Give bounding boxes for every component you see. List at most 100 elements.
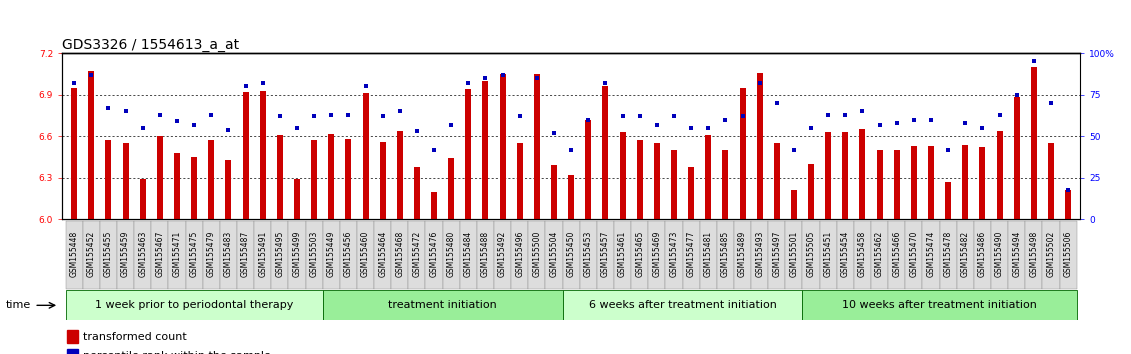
FancyBboxPatch shape (665, 221, 682, 289)
Text: GSM155492: GSM155492 (498, 230, 507, 276)
FancyBboxPatch shape (100, 221, 116, 289)
Bar (380, 142, 386, 219)
Point (1008, 92, 1026, 97)
Bar (328, 133, 335, 219)
Text: 1 week prior to periodontal therapy: 1 week prior to periodontal therapy (95, 300, 293, 310)
Text: treatment initiation: treatment initiation (388, 300, 497, 310)
FancyBboxPatch shape (271, 221, 288, 289)
Text: GDS3326 / 1554613_a_at: GDS3326 / 1554613_a_at (62, 38, 240, 52)
Text: GSM155506: GSM155506 (1063, 230, 1072, 277)
Bar (277, 135, 283, 219)
FancyBboxPatch shape (357, 221, 374, 289)
Text: GSM155505: GSM155505 (806, 230, 815, 277)
Text: GSM155491: GSM155491 (258, 230, 267, 276)
Point (202, 112, 221, 118)
Point (322, 112, 340, 118)
Text: GSM155462: GSM155462 (875, 230, 884, 276)
Text: GSM155504: GSM155504 (550, 230, 559, 277)
Bar (877, 150, 882, 219)
Point (116, 109, 135, 114)
FancyBboxPatch shape (717, 221, 734, 289)
FancyBboxPatch shape (562, 221, 580, 289)
Point (854, 109, 872, 114)
Point (339, 112, 357, 118)
Bar (500, 74, 506, 219)
Bar (397, 131, 403, 219)
Bar (1030, 67, 1037, 219)
Point (425, 147, 443, 153)
Point (390, 109, 408, 114)
Text: GSM155470: GSM155470 (909, 230, 918, 277)
FancyBboxPatch shape (820, 221, 837, 289)
Text: GSM155489: GSM155489 (739, 230, 746, 276)
Text: transformed count: transformed count (83, 332, 187, 342)
FancyBboxPatch shape (597, 221, 614, 289)
Point (236, 84, 254, 89)
Bar (225, 160, 232, 219)
FancyBboxPatch shape (66, 221, 83, 289)
Point (819, 112, 837, 118)
FancyBboxPatch shape (1043, 221, 1060, 289)
Point (1025, 58, 1043, 64)
Bar (414, 167, 420, 219)
Bar (910, 146, 917, 219)
FancyBboxPatch shape (238, 221, 254, 289)
Text: GSM155448: GSM155448 (70, 230, 79, 276)
FancyBboxPatch shape (888, 221, 905, 289)
Text: GSM155494: GSM155494 (1012, 230, 1021, 277)
Text: GSM155498: GSM155498 (1029, 230, 1038, 276)
Point (545, 130, 563, 136)
Point (528, 75, 546, 81)
Bar (654, 143, 659, 219)
Bar (774, 143, 779, 219)
FancyBboxPatch shape (391, 221, 408, 289)
Bar (946, 182, 951, 219)
FancyBboxPatch shape (305, 221, 322, 289)
Bar (242, 92, 249, 219)
Point (665, 114, 683, 119)
Point (648, 122, 666, 127)
Text: percentile rank within the sample: percentile rank within the sample (83, 351, 270, 354)
Point (1042, 100, 1060, 106)
Text: GSM155490: GSM155490 (995, 230, 1004, 277)
Bar (208, 141, 214, 219)
Text: GSM155451: GSM155451 (823, 230, 832, 276)
Text: GSM155474: GSM155474 (926, 230, 935, 277)
FancyBboxPatch shape (152, 221, 169, 289)
FancyBboxPatch shape (528, 221, 545, 289)
Point (991, 112, 1009, 118)
Text: GSM155453: GSM155453 (584, 230, 593, 277)
Text: GSM155459: GSM155459 (121, 230, 130, 277)
FancyBboxPatch shape (957, 221, 974, 289)
Bar (791, 190, 797, 219)
Point (356, 84, 374, 89)
Text: GSM155499: GSM155499 (293, 230, 302, 277)
Text: GSM155473: GSM155473 (670, 230, 679, 277)
Bar (723, 150, 728, 219)
FancyBboxPatch shape (580, 221, 597, 289)
Text: GSM155503: GSM155503 (310, 230, 319, 277)
Bar (191, 157, 197, 219)
Text: GSM155466: GSM155466 (892, 230, 901, 277)
FancyBboxPatch shape (83, 221, 100, 289)
Bar (67, 330, 78, 343)
Point (802, 125, 820, 131)
Point (836, 112, 854, 118)
Point (442, 122, 460, 127)
Bar (706, 135, 711, 219)
FancyBboxPatch shape (803, 290, 1077, 320)
FancyBboxPatch shape (116, 221, 135, 289)
Text: GSM155495: GSM155495 (275, 230, 284, 277)
Point (270, 114, 288, 119)
Bar (637, 141, 642, 219)
FancyBboxPatch shape (219, 221, 238, 289)
Point (493, 72, 511, 78)
Text: GSM155478: GSM155478 (943, 230, 952, 276)
FancyBboxPatch shape (682, 221, 700, 289)
Point (716, 117, 734, 122)
Bar (620, 132, 625, 219)
Text: GSM155449: GSM155449 (327, 230, 336, 277)
Point (751, 80, 769, 86)
Point (133, 125, 152, 131)
FancyBboxPatch shape (545, 221, 562, 289)
